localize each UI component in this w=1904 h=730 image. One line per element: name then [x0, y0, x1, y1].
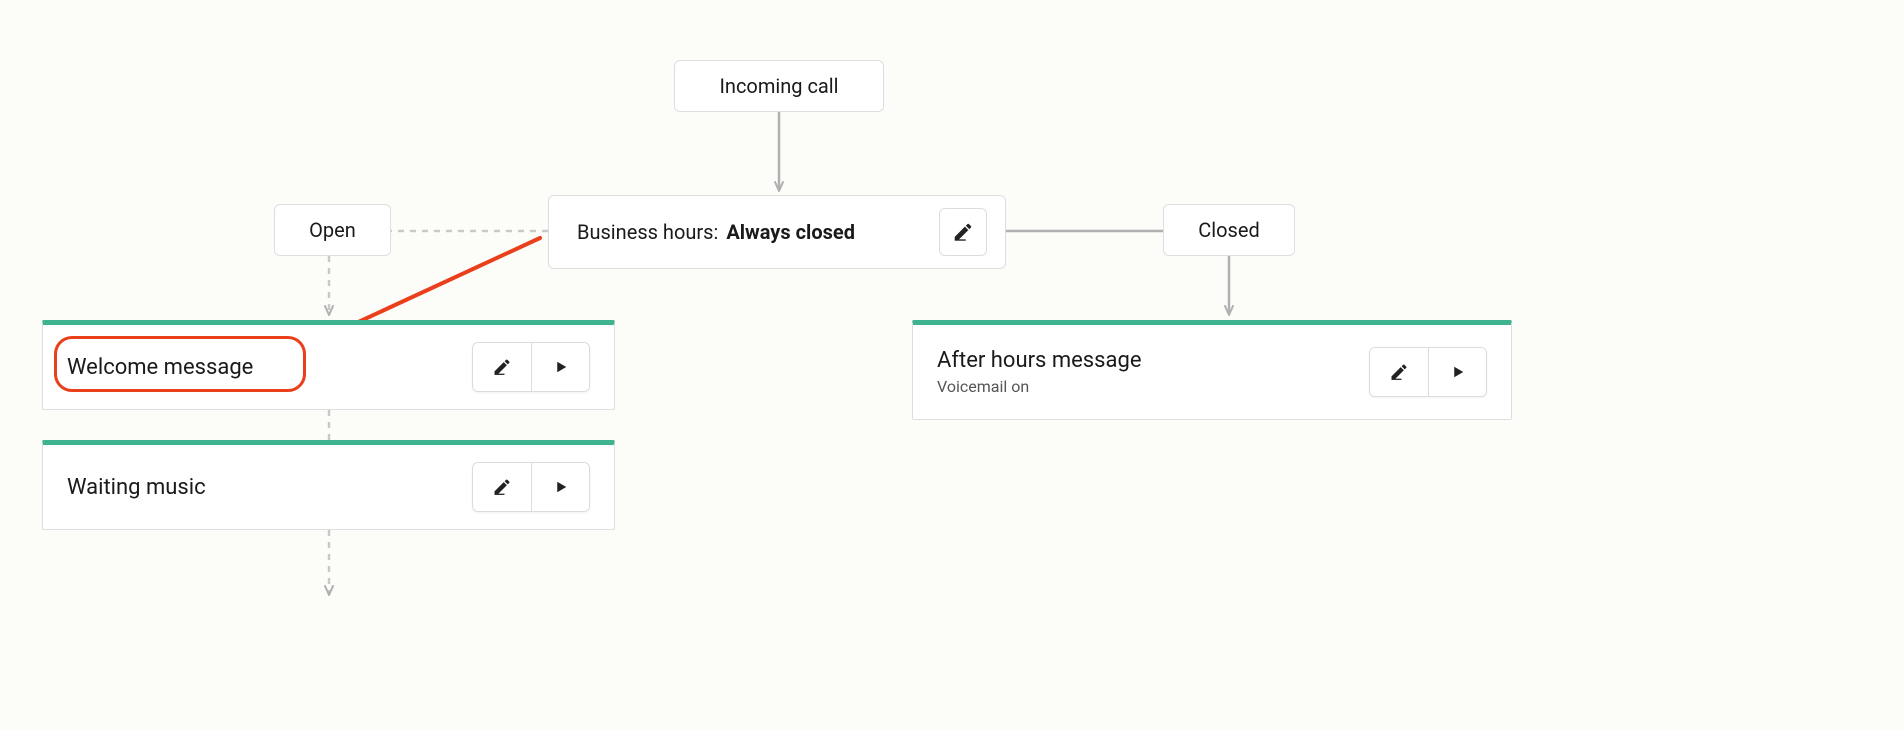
edit-icon [1389, 362, 1409, 382]
welcome-title: Welcome message [67, 355, 253, 380]
afterhours-title: After hours message [937, 348, 1142, 373]
card-welcome-message[interactable]: Welcome message [42, 320, 615, 410]
node-open-label: Open [309, 218, 356, 242]
edit-welcome-button[interactable] [473, 343, 531, 391]
business-hours-value: Always closed [726, 220, 855, 244]
business-hours-prefix: Business hours: [577, 220, 718, 244]
afterhours-actions [1369, 347, 1487, 397]
waiting-actions [472, 462, 590, 512]
edit-business-hours-button[interactable] [939, 208, 987, 256]
play-icon [552, 358, 570, 376]
node-incoming-label: Incoming call [719, 74, 838, 98]
node-open: Open [274, 204, 391, 256]
waiting-title: Waiting music [67, 475, 206, 500]
play-icon [1449, 363, 1467, 381]
edit-waiting-button[interactable] [473, 463, 531, 511]
play-waiting-button[interactable] [531, 463, 589, 511]
edit-icon [492, 357, 512, 377]
card-after-hours[interactable]: After hours message Voicemail on [912, 320, 1512, 420]
card-waiting-music[interactable]: Waiting music [42, 440, 615, 530]
node-business-hours: Business hours: Always closed [548, 195, 1006, 269]
edit-icon [492, 477, 512, 497]
play-afterhours-button[interactable] [1428, 348, 1486, 396]
afterhours-sub: Voicemail on [937, 377, 1142, 396]
node-closed-label: Closed [1198, 218, 1260, 242]
node-closed: Closed [1163, 204, 1295, 256]
flow-canvas: Incoming call Open Closed Business hours… [0, 0, 1904, 730]
edit-afterhours-button[interactable] [1370, 348, 1428, 396]
play-welcome-button[interactable] [531, 343, 589, 391]
welcome-actions [472, 342, 590, 392]
node-incoming-call: Incoming call [674, 60, 884, 112]
edit-icon [952, 221, 974, 243]
play-icon [552, 478, 570, 496]
